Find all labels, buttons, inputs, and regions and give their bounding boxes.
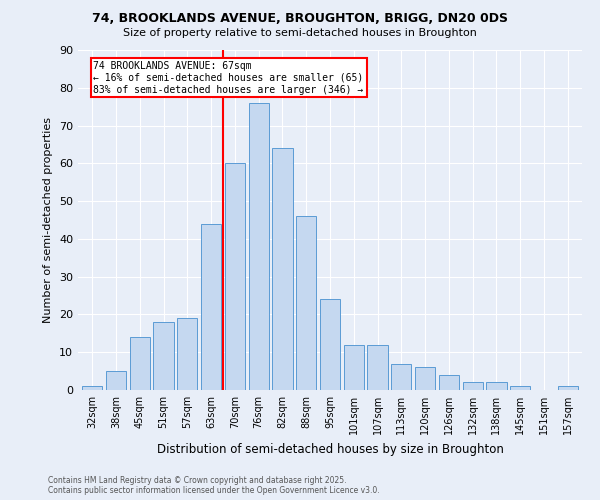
Bar <box>415 368 435 390</box>
Bar <box>154 322 173 390</box>
Text: Size of property relative to semi-detached houses in Broughton: Size of property relative to semi-detach… <box>123 28 477 38</box>
Bar <box>367 344 388 390</box>
Bar <box>320 300 340 390</box>
Bar <box>225 164 245 390</box>
Text: Contains HM Land Registry data © Crown copyright and database right 2025.
Contai: Contains HM Land Registry data © Crown c… <box>48 476 380 495</box>
Bar <box>82 386 103 390</box>
Y-axis label: Number of semi-detached properties: Number of semi-detached properties <box>43 117 53 323</box>
Bar <box>106 371 126 390</box>
Bar <box>201 224 221 390</box>
Bar <box>391 364 412 390</box>
Bar <box>130 337 150 390</box>
X-axis label: Distribution of semi-detached houses by size in Broughton: Distribution of semi-detached houses by … <box>157 442 503 456</box>
Bar <box>510 386 530 390</box>
Bar <box>177 318 197 390</box>
Bar <box>557 386 578 390</box>
Bar <box>487 382 506 390</box>
Text: 74 BROOKLANDS AVENUE: 67sqm
← 16% of semi-detached houses are smaller (65)
83% o: 74 BROOKLANDS AVENUE: 67sqm ← 16% of sem… <box>94 62 364 94</box>
Text: 74, BROOKLANDS AVENUE, BROUGHTON, BRIGG, DN20 0DS: 74, BROOKLANDS AVENUE, BROUGHTON, BRIGG,… <box>92 12 508 26</box>
Bar <box>344 344 364 390</box>
Bar <box>439 375 459 390</box>
Bar <box>272 148 293 390</box>
Bar <box>248 103 269 390</box>
Bar <box>463 382 483 390</box>
Bar <box>296 216 316 390</box>
